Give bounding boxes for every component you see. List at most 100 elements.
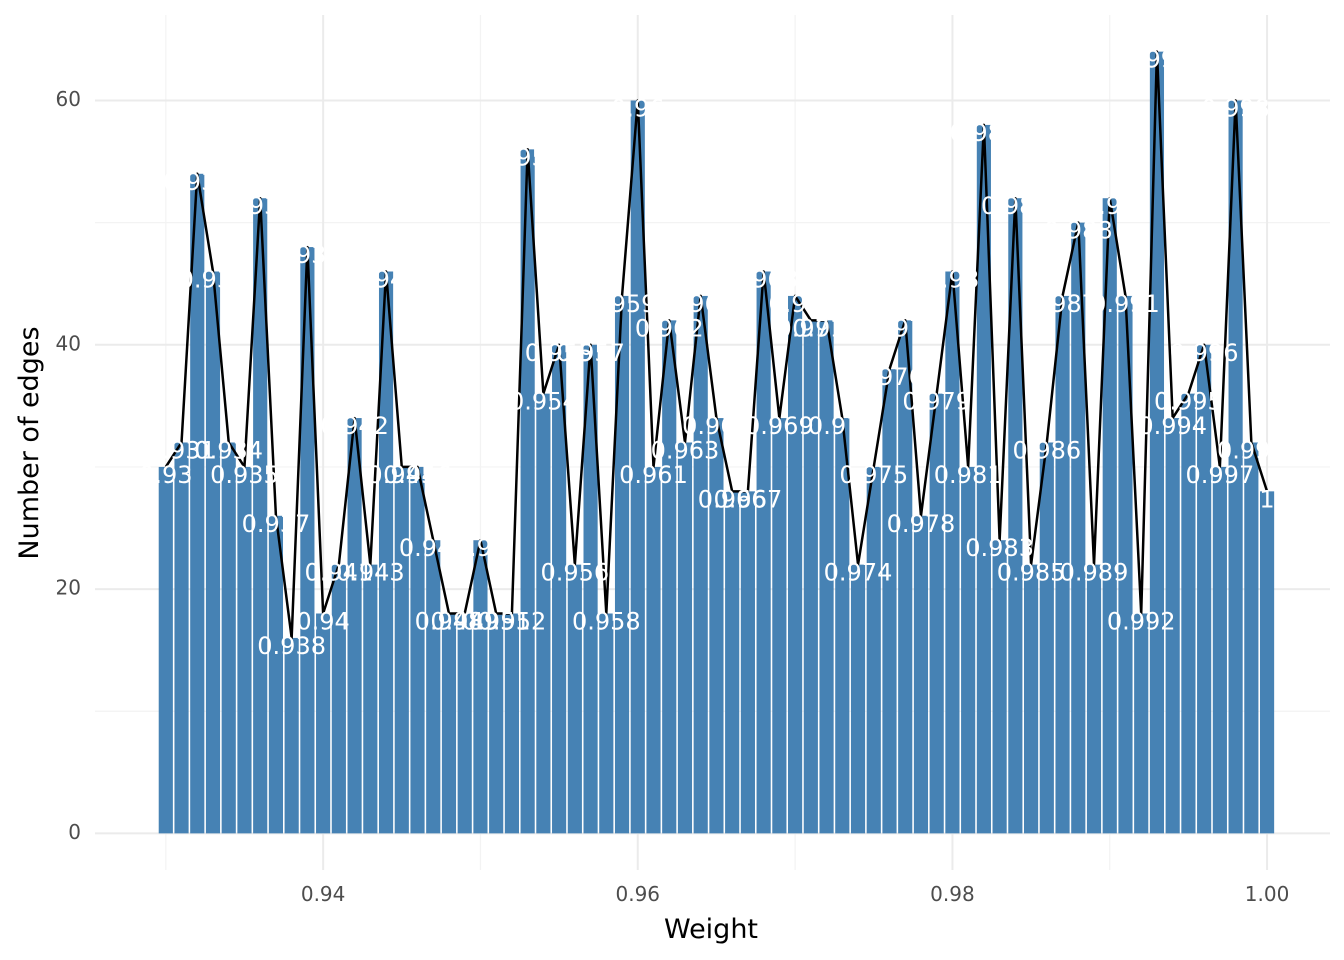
bar (410, 466, 425, 834)
bar (284, 637, 299, 834)
bar-label: 0.966 (698, 485, 767, 513)
bar-label: 0.995 (1154, 388, 1223, 416)
y-tick-label: 40 (56, 331, 81, 355)
bar-label: 0.989 (1060, 559, 1129, 587)
bar-label: 0.933 (179, 266, 248, 294)
bar (803, 320, 818, 834)
y-tick-label: 20 (56, 576, 81, 600)
bar (190, 173, 205, 834)
bar (677, 442, 693, 834)
bar-label: 0.982 (950, 119, 1019, 147)
bar (1118, 295, 1133, 834)
x-tick-label: 0.98 (930, 882, 975, 906)
bar-label: 0.948 (415, 608, 484, 636)
x-tick-label: 0.94 (301, 882, 346, 906)
bar (630, 100, 645, 834)
bar-label: 0.981 (934, 461, 1003, 489)
y-tick-label: 0 (68, 820, 81, 844)
bar-label: 0.958 (572, 608, 641, 636)
bar-label: 0.959 (588, 290, 657, 318)
bar-label: 0.957 (556, 339, 625, 367)
bar-label: 0.949 (430, 608, 499, 636)
bar-label: 0.96 (611, 95, 664, 123)
bar (1165, 418, 1180, 834)
bar-label: 0.975 (839, 461, 908, 489)
bar-label: 1 (1259, 485, 1274, 513)
bar (1134, 613, 1149, 834)
bar (819, 320, 834, 834)
bar-label: 0.987 (1028, 290, 1097, 318)
bar (237, 466, 252, 834)
bar (866, 466, 881, 834)
bar-label: 0.972 (792, 314, 861, 342)
bar-label: 0.985 (997, 559, 1066, 587)
bar-label: 0.971 (776, 314, 845, 342)
bar-label: 0.943 (336, 559, 405, 587)
bar-label: 0.999 (1217, 437, 1286, 465)
bar (441, 613, 457, 834)
bar (1086, 564, 1102, 834)
bar (1228, 100, 1243, 834)
bar-label: 0.98 (926, 266, 979, 294)
bar (709, 418, 724, 834)
bar (1181, 393, 1196, 834)
bar-label: 0.97 (768, 290, 821, 318)
bar (976, 124, 991, 834)
bar (1008, 198, 1023, 834)
bar-label: 0.984 (981, 192, 1050, 220)
bar (1039, 442, 1054, 834)
bar-label: 0.998 (1201, 95, 1270, 123)
bar (835, 418, 850, 834)
bar-label: 0.932 (163, 168, 232, 196)
x-tick-label: 0.96 (616, 882, 661, 906)
bar (646, 466, 661, 834)
bar (1244, 442, 1259, 834)
y-tick-label: 60 (56, 87, 81, 111)
bar (1149, 51, 1165, 834)
bar (929, 393, 944, 834)
bar (489, 613, 504, 834)
bar-label: 0.973 (808, 412, 877, 440)
bar (1055, 295, 1070, 834)
bar-label: 0.936 (226, 192, 295, 220)
bar-label: 0.978 (887, 510, 956, 538)
bar (300, 247, 315, 834)
bar-label: 0.945 (367, 461, 436, 489)
bar-label: 0.992 (1107, 608, 1176, 636)
bar (662, 320, 677, 834)
bar-label: 0.93 (139, 461, 192, 489)
bar-label: 0.962 (635, 314, 704, 342)
bar (945, 271, 960, 834)
bar (1102, 198, 1117, 834)
bar-label: 0.991 (1091, 290, 1160, 318)
bar-label: 0.954 (509, 388, 578, 416)
bar-label: 0.964 (666, 290, 735, 318)
bar-label: 0.963 (651, 437, 720, 465)
bar (567, 564, 582, 834)
bar (693, 295, 708, 834)
bar-label: 0.951 (462, 608, 531, 636)
bar-label: 0.95 (454, 534, 507, 562)
bar (253, 198, 268, 834)
bar-label: 0.946 (383, 461, 452, 489)
bar (473, 540, 488, 834)
trend-line (164, 50, 1269, 640)
bar (205, 271, 221, 834)
bar (1197, 344, 1212, 834)
bar-label: 0.944 (352, 266, 421, 294)
bar-label: 0.994 (1138, 412, 1207, 440)
bar-label: 0.974 (824, 559, 893, 587)
bar (552, 344, 567, 834)
bar (583, 344, 598, 834)
bar-label: 0.931 (147, 437, 216, 465)
bar-label: 0.993 (1123, 46, 1192, 74)
bar (378, 271, 394, 834)
bar (426, 540, 441, 834)
bar (850, 564, 866, 834)
bar-label: 0.952 (478, 608, 547, 636)
bar (268, 515, 284, 834)
bar (898, 320, 913, 834)
bar-label: 0.979 (902, 388, 971, 416)
bar (457, 613, 472, 834)
